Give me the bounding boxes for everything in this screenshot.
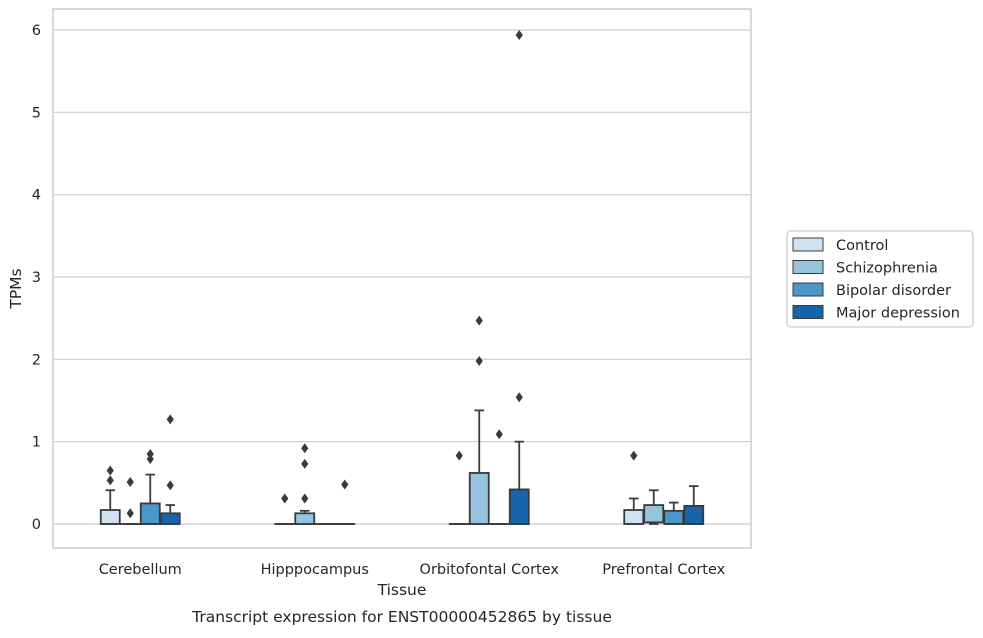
legend-swatch [793,261,823,274]
legend-label: Schizophrenia [836,261,938,277]
y-tick-label: 1 [32,435,41,451]
y-tick-label: 3 [32,270,41,286]
box-control [101,510,120,524]
box-schizophrenia [470,473,489,524]
x-tick-label: Orbitofontal Cortex [420,562,560,578]
box-major-depression [684,506,703,524]
chart-caption: Transcript expression for ENST0000045286… [191,608,612,626]
box-bipolar-disorder [141,503,160,524]
legend-swatch [793,306,823,319]
y-tick-label: 4 [32,188,41,204]
box-schizophrenia [644,505,663,522]
y-tick-label: 5 [32,105,41,121]
box-major-depression [161,513,180,524]
legend-label: Bipolar disorder [836,283,951,299]
x-tick-label: Cerebellum [99,562,182,578]
x-tick-label: Prefrontal Cortex [602,562,725,578]
y-tick-label: 0 [32,517,41,533]
x-tick-label: Hipppocampus [261,562,369,578]
y-tick-label: 6 [32,23,41,39]
box-major-depression [510,489,529,524]
box-bipolar-disorder [664,511,683,524]
legend-label: Major depression [836,306,960,322]
y-tick-label: 2 [32,352,41,368]
legend-label: Control [836,238,888,254]
legend-swatch [793,238,823,251]
x-axis-label: Tissue [377,581,427,599]
legend-swatch [793,283,823,296]
box-schizophrenia [295,513,314,524]
box-control [624,510,643,524]
plot-area [53,9,751,548]
y-axis-label: TPMs [7,268,25,309]
